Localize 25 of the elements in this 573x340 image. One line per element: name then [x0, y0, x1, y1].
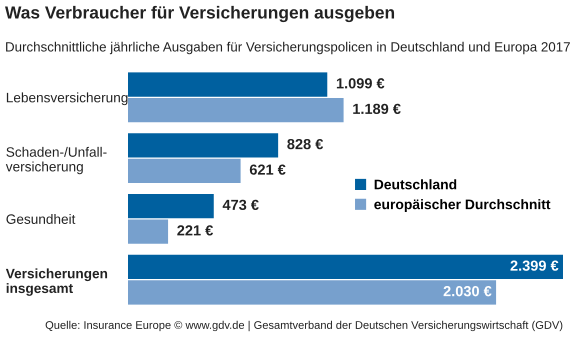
legend-label: europäischer Durchschnitt	[374, 199, 550, 212]
data-label: 221 €	[177, 225, 214, 236]
bar	[128, 219, 168, 244]
data-label: 1.189 €	[353, 104, 401, 114]
bar	[128, 280, 496, 305]
y-tick-label: Gesundheit	[6, 214, 76, 224]
legend-label: Deutschland	[374, 179, 456, 190]
chart-title: Was Verbraucher für Versicherungen ausgeben	[5, 6, 394, 22]
bar	[128, 98, 344, 122]
bar	[128, 133, 278, 158]
y-tick-label: Versicherungen insgesamt	[6, 268, 108, 296]
y-tick-label: Schaden-/Unfall- versicherung	[6, 146, 107, 174]
bar	[128, 158, 241, 184]
data-label: 2.399 €	[510, 260, 558, 271]
data-label: 621 €	[250, 164, 286, 175]
data-label: 828 €	[287, 138, 324, 150]
source-note: Quelle: Insurance Europe © www.gdv.de | Gesamtverband der Deutschen Versicherungswirtschaft (GDV)	[46, 320, 562, 332]
chart-subtitle: Durchschnittliche jährliche Ausgaben für Versicherungspolicen in Deutschland und Europa 2017	[6, 42, 570, 54]
data-label: 473 €	[222, 200, 259, 210]
bar	[128, 72, 328, 97]
data-label: 2.030 €	[444, 286, 492, 296]
y-tick-label: Lebensversicherung	[6, 92, 128, 106]
bar	[128, 194, 214, 218]
bar	[128, 254, 563, 280]
data-label: 1.099 €	[336, 78, 384, 88]
